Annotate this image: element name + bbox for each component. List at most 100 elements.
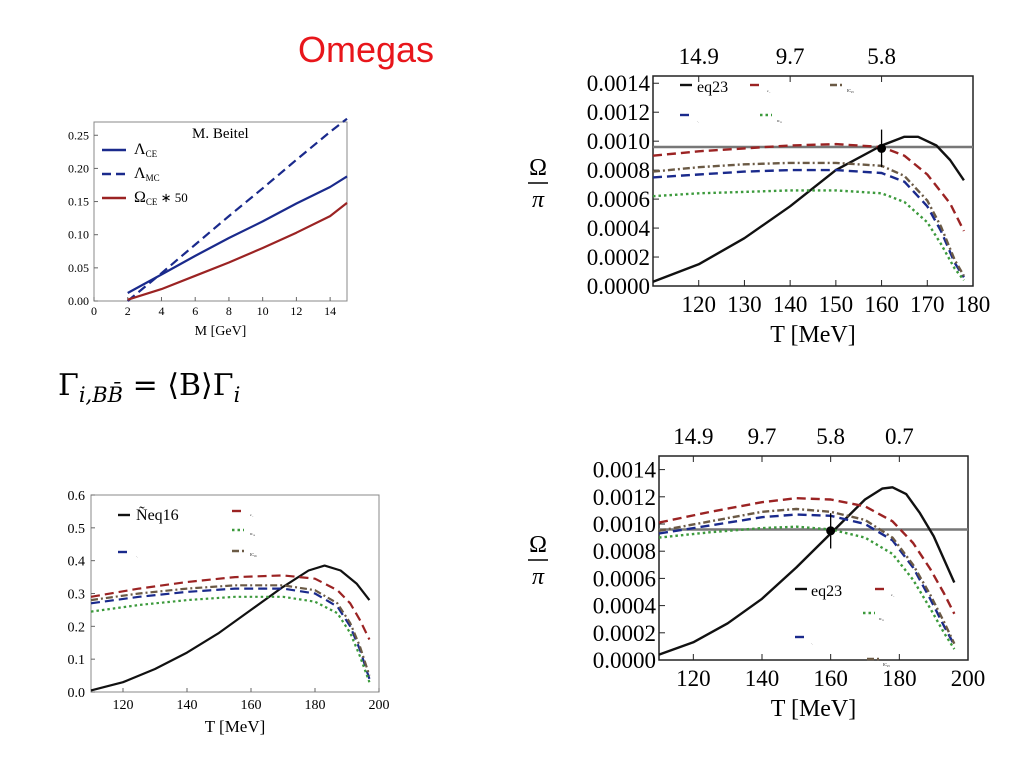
x-tick-label: 4: [158, 304, 164, 318]
top-tick-label: 14.9: [679, 44, 719, 69]
y-tick-label: 0.20: [68, 161, 89, 175]
legend-label-1: IC23: [891, 595, 895, 598]
legend-label-2-main: IC: [879, 617, 882, 621]
legend-label-0-main: Λ: [134, 141, 146, 158]
legend-label-1: Λ13MC: [134, 165, 160, 183]
legend-label-3: IC16: [136, 556, 138, 558]
series-line-3: [90, 595, 371, 683]
y-tick-label: 0.15: [68, 195, 89, 209]
plot-frame: [93, 121, 348, 302]
top-tick-label: 9.7: [748, 424, 777, 449]
legend-label-0-sup: eq: [148, 507, 163, 524]
y-tick-label: 0.0008: [587, 158, 650, 183]
x-tick-label: 10: [257, 304, 269, 318]
annotation-author: M. Beitel: [192, 126, 249, 142]
equation-lhs: Γ: [58, 368, 79, 403]
x-tick-label: 140: [773, 292, 808, 317]
legend-label-r0-0-main: eq: [697, 79, 712, 96]
top-tick-label: 14.9: [673, 424, 713, 449]
legend-label-3-main: IC: [136, 556, 137, 558]
legend-label-sub: CE: [146, 197, 158, 207]
legend-label-3: IC23: [811, 643, 813, 645]
marker-point: [826, 526, 836, 536]
legend-label-r0-2: IC23: [847, 88, 854, 94]
series-line-2: [652, 142, 965, 232]
x-tick-label: 120: [676, 666, 711, 691]
legend-label-r1-1-main: IC: [777, 119, 780, 123]
x-tick-label: 180: [956, 292, 991, 317]
y-tick-label: 0.2: [68, 620, 86, 635]
y-tick-label: 0.10: [68, 228, 89, 242]
y-tick-label: 0.0010: [587, 129, 650, 154]
x-tick-label: 120: [113, 698, 134, 713]
series-line-0: [127, 175, 348, 294]
x-tick-label: 14: [324, 304, 336, 318]
legend-label-r0-2-sub: 23: [851, 91, 854, 94]
legend-label-sub: MC: [146, 173, 160, 183]
legend-label-1-main: IC: [250, 515, 253, 517]
y-tick-label: 0.0002: [593, 621, 656, 646]
series-line-3: [658, 525, 956, 650]
chart-n-omega-vs-temperature: 0.0 0.1 0.2 0.3 0.4 0.5 0.6 120 140 160 180 200 T [M…: [68, 489, 390, 736]
legend-label-suffix: ∗ 50: [157, 190, 187, 205]
y-tick-label: 0.1: [68, 653, 86, 668]
legend-label-3-sub: 16: [137, 556, 138, 558]
series-line-4: [90, 584, 371, 676]
y-tick-label: 0.0004: [593, 594, 657, 619]
legend-label-0: eq23: [811, 583, 842, 600]
legend-label-1: IC16: [250, 515, 254, 518]
legend-label-r1-1: IC23: [777, 119, 782, 124]
legend-label-r0-1: IC23: [767, 91, 771, 94]
legend-label-4-main: IC: [883, 662, 887, 667]
legend-label-r1-1-sub: 23: [780, 122, 782, 124]
y-tick-label: 0.4: [68, 555, 86, 570]
legend-label-4: IC23: [883, 662, 890, 668]
x-tick-label: 170: [910, 292, 945, 317]
y-tick-label: 0.0004: [587, 216, 651, 241]
x-tick-label: 160: [864, 292, 899, 317]
legend-label-4-main: IC: [250, 552, 254, 557]
plot-frame: [658, 455, 969, 661]
series-line-0: [658, 486, 956, 656]
legend-label-2-main: IC: [250, 532, 253, 536]
x-tick-label: 0: [91, 304, 97, 318]
legend-label-2: Ω13CE ∗ 50: [134, 189, 188, 207]
y-tick-label: 0.5: [68, 522, 86, 537]
y-tick-label: 0.0014: [587, 71, 651, 96]
series-line-0: [652, 135, 965, 283]
y-tick-label: 0.0014: [593, 458, 657, 483]
marker-point: [877, 143, 887, 153]
legend-label-0-sub: 23: [826, 583, 842, 600]
legend-label-2-sub: 16: [253, 535, 255, 537]
chart-omega-over-pi-top: 0.0000 0.0002 0.0004 0.0006 0.0008 0.0010 0.00…: [528, 44, 991, 348]
plot-frame: [90, 494, 380, 693]
x-tick-label: 160: [813, 666, 848, 691]
x-tick-label: 8: [226, 304, 232, 318]
legend-label-4-sub: 16: [254, 555, 257, 558]
y-tick-label: 0.0000: [587, 274, 650, 299]
top-tick-label: 0.7: [885, 424, 914, 449]
y-axis-label-denominator: π: [532, 564, 545, 590]
legend-label-0-main: Ñ: [136, 506, 148, 524]
chart-omega-over-pi-bottom: 0.00000.00020.00040.00060.00080.00100.00…: [528, 424, 986, 722]
x-tick-label: 12: [290, 304, 302, 318]
x-tick-label: 200: [951, 666, 986, 691]
equation-rhs: = ⟨B⟩Γ: [123, 368, 234, 403]
legend-label-1-main: IC: [891, 595, 894, 597]
x-axis-label: T [MeV]: [771, 696, 857, 722]
legend-label-1-sub: 23: [893, 596, 895, 598]
legend-label-2-main: Ω: [134, 189, 146, 206]
x-axis-label: T [MeV]: [770, 322, 856, 348]
legend-label-4: IC16: [250, 552, 257, 558]
x-axis-label: M [GeV]: [195, 324, 247, 339]
x-tick-label: 150: [819, 292, 854, 317]
top-tick-label: 5.8: [867, 44, 896, 69]
legend-label-3-sub: 23: [812, 643, 813, 645]
x-tick-label: 130: [727, 292, 762, 317]
x-tick-label: 120: [681, 292, 716, 317]
y-tick-label: 0.3: [68, 588, 86, 603]
legend-label-0: Λ13CE: [134, 141, 158, 159]
series-line-2: [127, 202, 348, 301]
chart-mass-vs-gev: 0 2 4 6 8 10 12 14 0.00 0.05 0.10 0.15 0.20 0.25 M [Ge…: [68, 117, 348, 339]
series-line-1: [658, 513, 956, 646]
